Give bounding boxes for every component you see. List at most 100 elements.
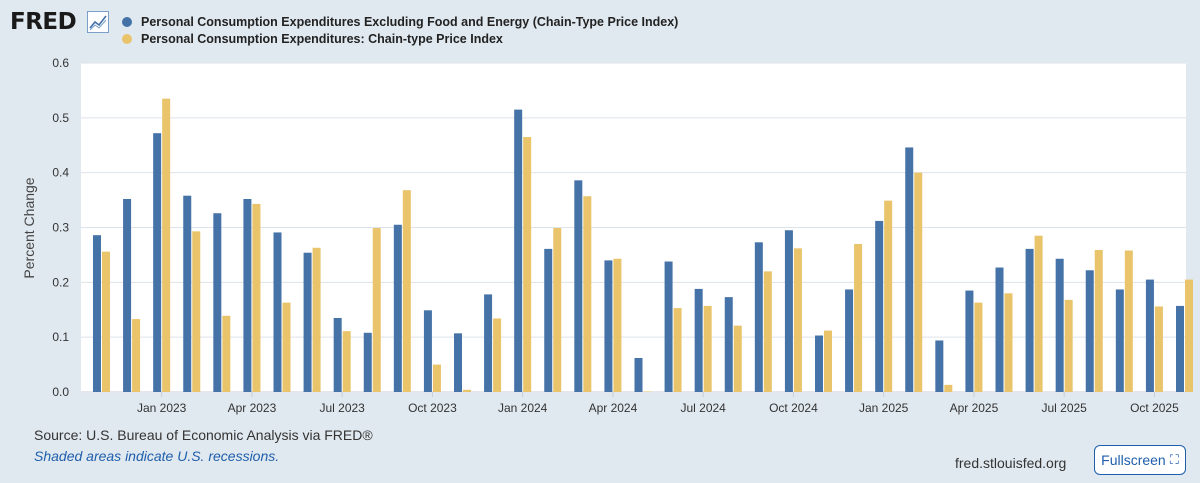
y-tick-label: 0.2 — [52, 275, 69, 289]
bar-core-pce — [784, 230, 793, 392]
bar-pce — [1154, 306, 1163, 392]
legend-item-pce: Personal Consumption Expenditures: Chain… — [122, 32, 503, 46]
bar-core-pce — [754, 242, 763, 392]
bar-core-pce — [845, 289, 854, 392]
bar-pce — [914, 172, 923, 392]
bar-core-pce — [965, 290, 974, 392]
legend-item-core-pce: Personal Consumption Expenditures Exclud… — [122, 15, 678, 29]
site-url[interactable]: fred.stlouisfed.org — [955, 455, 1067, 471]
x-tick-label: Jan 2024 — [498, 401, 548, 415]
bar-pce — [673, 308, 682, 392]
fullscreen-button[interactable]: Fullscreen ⛶ — [1094, 445, 1186, 475]
bar-pce — [793, 248, 802, 392]
legend-label-core-pce: Personal Consumption Expenditures Exclud… — [141, 15, 679, 29]
bar-core-pce — [243, 198, 252, 392]
bar-core-pce — [935, 340, 944, 392]
x-axis-ticks: Jan 2023 Apr 2023 Jul 2023 Oct 2023 Jan 2024… — [137, 392, 1179, 415]
fred-logo: FRED — [10, 9, 77, 35]
bar-pce — [102, 251, 110, 392]
bar-pce — [432, 364, 441, 392]
bar-pce — [1185, 279, 1193, 392]
fullscreen-label: Fullscreen — [1101, 452, 1166, 468]
bar-core-pce — [574, 180, 583, 392]
bar-pce — [523, 137, 532, 392]
bar-pce — [1094, 249, 1103, 392]
bar-core-pce — [423, 310, 432, 392]
bar-core-pce — [183, 195, 192, 392]
bar-core-pce — [634, 358, 643, 392]
bar-pce — [824, 330, 832, 392]
bar-pce — [342, 331, 351, 392]
bar-pce — [854, 243, 863, 392]
bar-core-pce — [815, 335, 823, 392]
bar-pce — [1034, 235, 1043, 392]
y-tick-label: 0.1 — [52, 330, 69, 344]
bar-core-pce — [1115, 289, 1124, 392]
source-note: Source: U.S. Bureau of Economic Analysis… — [34, 427, 373, 443]
x-tick-label: Jul 2023 — [319, 401, 365, 415]
bar-core-pce — [1055, 258, 1064, 392]
bar-core-pce — [875, 220, 884, 392]
x-tick-label: Jan 2025 — [859, 401, 909, 415]
y-tick-label: 0.4 — [52, 166, 69, 180]
bar-core-pce — [905, 147, 914, 392]
bar-pce — [463, 389, 471, 392]
bar-pce — [583, 196, 592, 392]
x-tick-label: Apr 2024 — [589, 401, 638, 415]
bar-pce — [372, 228, 381, 392]
bar-core-pce — [393, 224, 402, 392]
bar-core-pce — [664, 261, 673, 392]
bar-core-pce — [1025, 248, 1034, 392]
x-tick-label: Oct 2025 — [1130, 401, 1179, 415]
bar-pce — [703, 305, 712, 392]
x-tick-label: Jan 2023 — [137, 401, 187, 415]
legend-swatch-pce — [122, 34, 132, 44]
bars — [93, 98, 1193, 393]
bar-core-pce — [333, 317, 342, 392]
bar-pce — [613, 258, 622, 392]
bar-core-pce — [694, 288, 703, 392]
x-tick-label: Apr 2025 — [950, 401, 999, 415]
x-tick-label: Jul 2025 — [1041, 401, 1087, 415]
y-tick-label: 0.3 — [52, 221, 69, 235]
bar-pce — [493, 318, 502, 392]
bar-pce — [733, 325, 742, 392]
legend-swatch-core-pce — [122, 17, 132, 27]
bar-core-pce — [93, 235, 101, 392]
fred-logo-chart-icon — [87, 11, 109, 33]
bar-pce — [884, 200, 893, 392]
bar-core-pce — [724, 297, 733, 392]
recession-note: Shaded areas indicate U.S. recessions. — [34, 448, 280, 464]
bar-core-pce — [995, 267, 1004, 392]
bar-pce — [192, 231, 201, 392]
x-tick-label: Oct 2023 — [408, 401, 457, 415]
bar-pce — [222, 315, 231, 392]
bar-pce — [944, 384, 953, 392]
bar-pce — [282, 302, 291, 392]
y-axis-ticks: 0.0 0.1 0.2 0.3 0.4 0.5 0.6 — [52, 56, 69, 399]
bar-pce — [162, 98, 171, 392]
bar-pce — [402, 190, 411, 392]
y-tick-label: 0.0 — [52, 385, 69, 399]
y-axis-label: Percent Change — [21, 177, 37, 278]
x-tick-label: Jul 2024 — [680, 401, 726, 415]
bar-pce — [763, 271, 772, 392]
bar-core-pce — [1085, 270, 1094, 392]
bar-pce — [643, 391, 652, 392]
bar-core-pce — [1176, 305, 1184, 392]
bar-core-pce — [303, 252, 312, 392]
y-tick-label: 0.5 — [52, 111, 69, 125]
x-tick-label: Oct 2024 — [769, 401, 818, 415]
bar-core-pce — [1145, 279, 1154, 392]
bar-pce — [1124, 250, 1133, 392]
fullscreen-icon: ⛶ — [1169, 452, 1179, 467]
bar-core-pce — [544, 248, 553, 392]
bar-pce — [1004, 293, 1013, 392]
y-tick-label: 0.6 — [52, 56, 69, 70]
bar-core-pce — [514, 109, 523, 393]
bar-core-pce — [484, 294, 493, 392]
x-tick-label: Apr 2023 — [228, 401, 277, 415]
bar-pce — [974, 302, 983, 392]
bar-pce — [1064, 299, 1073, 392]
